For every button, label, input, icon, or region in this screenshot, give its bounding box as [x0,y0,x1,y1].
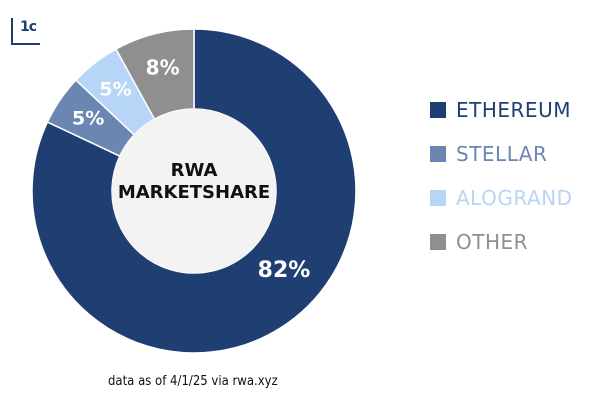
footnote: data as of 4/1/25 via rwa.xyz [108,374,278,389]
legend-swatch [430,234,446,250]
legend-swatch [430,190,446,206]
slice-label-stellar: 5% [72,108,104,130]
legend-label: STELLAR [456,142,548,166]
donut-center [112,109,276,273]
legend-item-stellar: STELLAR [430,132,572,176]
legend-item-ethereum: ETHEREUM [430,88,572,132]
slice-label-other: 8% [146,55,180,79]
legend-label: ETHEREUM [456,98,571,122]
legend-swatch [430,146,446,162]
logo-bracket-icon [11,18,40,45]
logo [11,17,41,45]
legend-item-alogrand: ALOGRAND [430,176,572,220]
legend-label: OTHER [456,230,529,254]
slice-label-alogrand: 5% [99,78,131,100]
logo-text: 1c [20,19,37,35]
legend: ETHEREUM STELLAR ALOGRAND OTHER [430,88,572,264]
chart-title: RWA MARKETSHARE [117,160,271,203]
slice-label-ethereum: 82% [258,258,311,283]
legend-item-other: OTHER [430,220,572,264]
legend-label: ALOGRAND [456,186,573,210]
legend-swatch [430,102,446,118]
